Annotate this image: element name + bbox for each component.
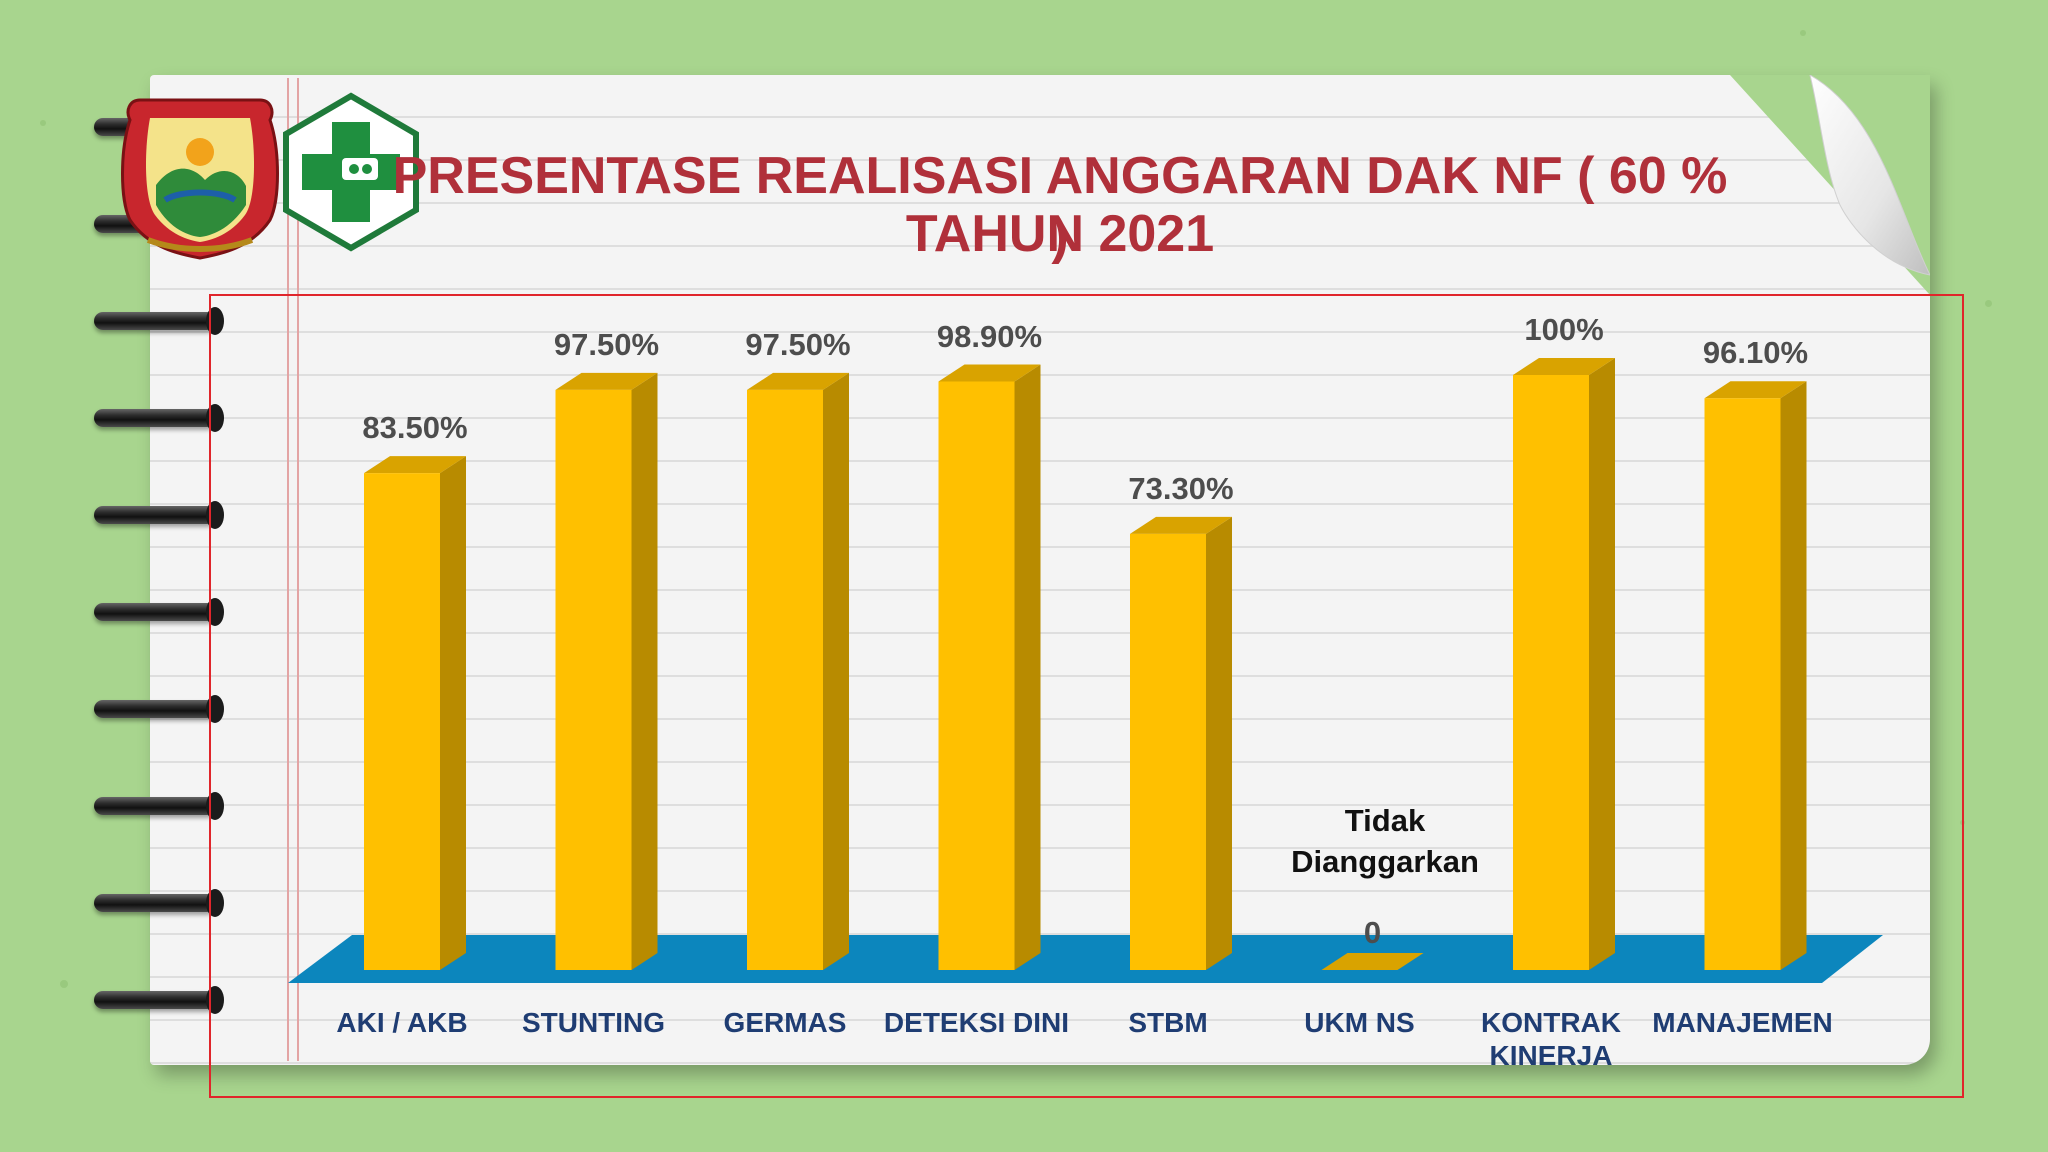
category-label: AKI / AKB [302,1006,502,1039]
bg-speck [1985,300,1992,307]
category-label-line: GERMAS [723,1007,847,1038]
bar-side [823,372,849,970]
bar-side [1206,516,1232,970]
bar-side [1780,381,1807,971]
bar-6 [1513,358,1615,970]
bar-front [1513,375,1589,970]
bar-top [555,372,658,390]
category-label-line: UKM NS [1304,1007,1415,1038]
bar-top [1704,381,1807,399]
category-label: STBM [1068,1006,1268,1039]
bar-side [1589,358,1615,970]
category-label-line: DETEKSI DINI [883,1007,1070,1038]
bg-speck [60,980,68,988]
bar-front [1130,533,1206,970]
page-margin-line [287,78,289,1061]
bar-2 [747,372,849,970]
bar-0 [364,456,466,970]
category-label: STUNTING [494,1006,694,1039]
category-label-line: MANAJEMEN [1652,1007,1833,1038]
bar-1 [555,372,658,970]
bar-7 [1704,381,1807,971]
chart-title: PRESENTASE REALISASI ANGGARAN DAK NF ( 6… [392,147,1728,265]
category-label: DETEKSI DINI [877,1006,1077,1039]
bar-4 [1130,516,1232,970]
category-label-line: STUNTING [521,1007,666,1038]
regional-emblem-icon [121,98,279,260]
value-label: 98.90% [936,318,1043,354]
annotation-label: Tidak Dianggarkan [1255,800,1515,882]
chart-subtitle: TAHUN 2021 [905,205,1215,263]
bar-top [1130,516,1232,534]
bar-front [1704,398,1781,971]
bar-5 [1321,953,1424,970]
bg-speck [1800,30,1806,36]
bg-speck [40,120,46,126]
category-label-line: AKI / AKB [336,1007,468,1038]
bar-side [631,372,658,970]
value-label: 0 [1363,915,1382,950]
bar-zero [1321,953,1424,970]
page-curl-icon [1730,75,1930,295]
bar-front [747,389,823,970]
value-label: 97.50% [553,326,660,362]
value-label: 96.10% [1702,335,1809,371]
chart-floor [288,935,1883,983]
value-label: 73.30% [1128,470,1234,506]
bar-front [555,389,632,970]
bar-side [440,456,466,970]
category-label-line: KONTRAK [1481,1007,1621,1038]
bar-top [747,372,849,390]
value-label: 100% [1524,312,1604,347]
annotation-line: Dianggarkan [1291,844,1479,879]
bar-front [938,381,1015,970]
bar-top [938,364,1041,382]
page-margin-line [297,78,299,1061]
category-label: GERMAS [685,1006,885,1039]
category-label-line: KINERJA [1489,1040,1613,1071]
bar-front [364,473,440,970]
health-cross-icon [283,92,419,252]
value-label: 97.50% [745,326,851,362]
bar-side [1014,364,1041,970]
chart-frame [209,294,1964,1098]
category-label: MANAJEMEN [1643,1006,1843,1039]
category-label: UKM NS [1260,1006,1460,1039]
category-label: KONTRAK KINERJA [1451,1006,1651,1072]
annotation-line: Tidak [1344,803,1426,838]
bar-top [1513,358,1615,375]
bar-3 [938,364,1041,970]
value-label: 83.50% [362,410,468,446]
bar-top [364,456,466,474]
category-label-line: STBM [1128,1007,1208,1038]
